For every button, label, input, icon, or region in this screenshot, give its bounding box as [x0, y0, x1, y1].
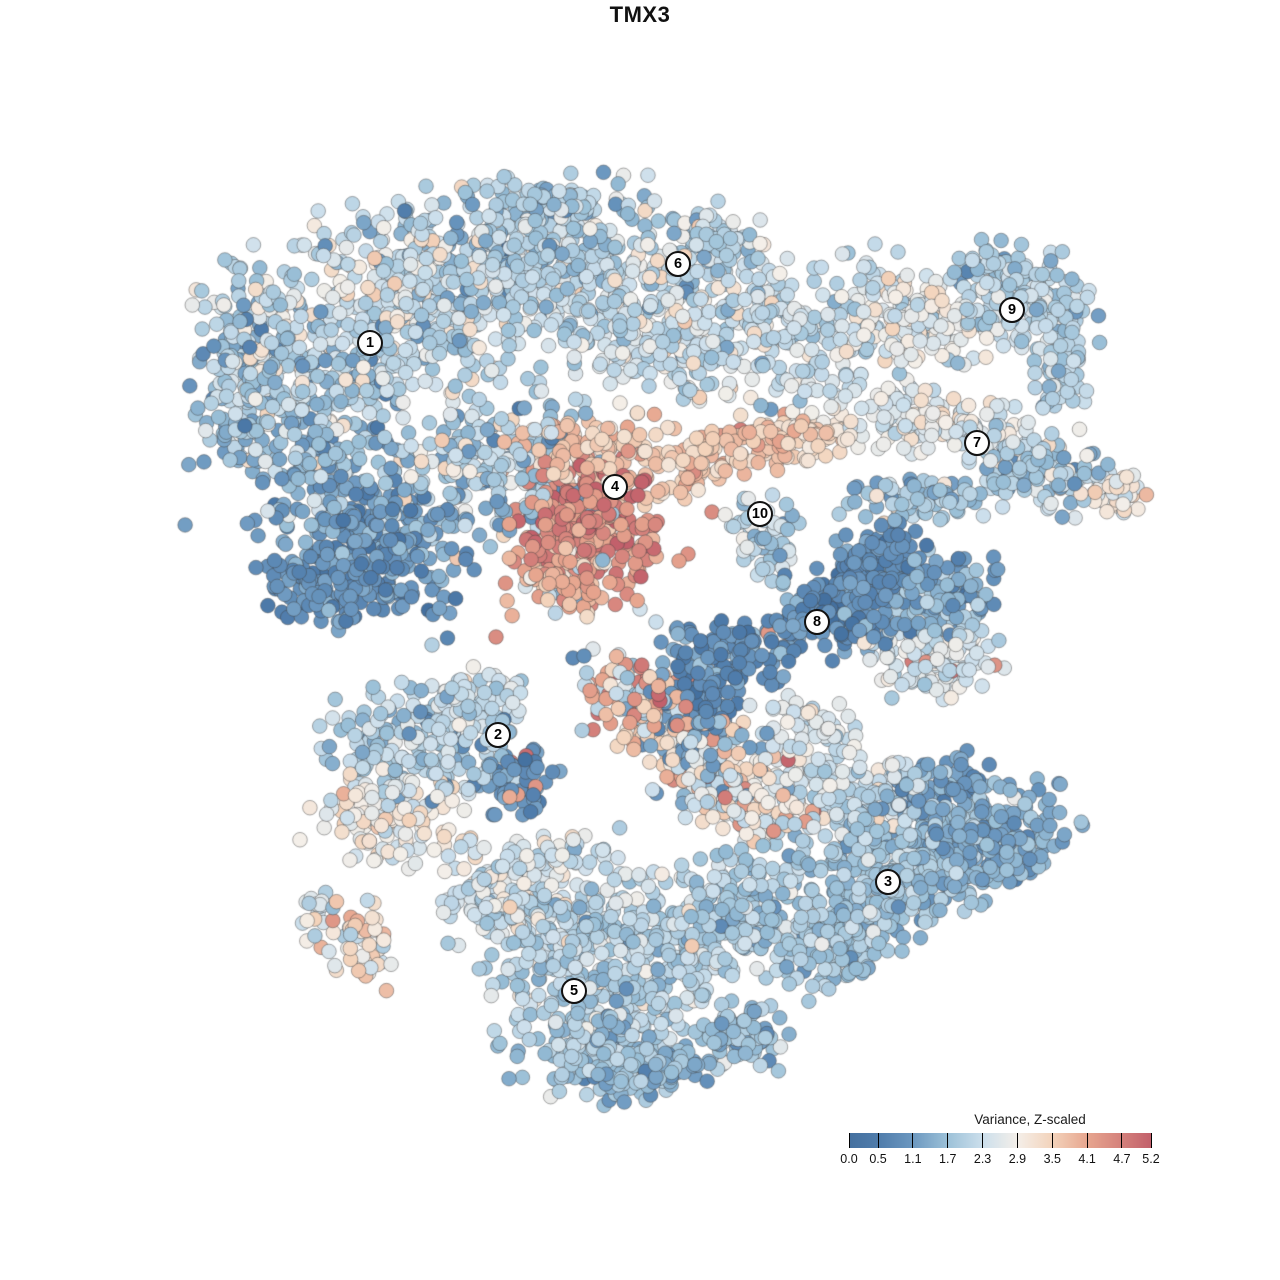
- cluster-badge-6: 6: [665, 251, 691, 277]
- legend-title: Variance, Z-scaled: [974, 1112, 1086, 1127]
- legend-tick: [912, 1133, 914, 1148]
- legend-tick: [877, 1133, 879, 1148]
- cluster-badge-4: 4: [602, 474, 628, 500]
- legend-tick-label: 1.1: [904, 1152, 922, 1166]
- legend-tick-label: 1.7: [939, 1152, 957, 1166]
- legend: Variance, Z-scaled 0.0 0.5 1.1 1.7 2.3 2.9 3.5…: [840, 1112, 1160, 1168]
- legend-tick: [1121, 1133, 1123, 1148]
- cluster-badge-3: 3: [875, 869, 901, 895]
- legend-tick-label: 0.0: [840, 1152, 858, 1166]
- legend-tick-label: 4.1: [1078, 1152, 1096, 1166]
- cluster-badge-5: 5: [561, 978, 587, 1004]
- legend-tick-label: 0.5: [869, 1152, 887, 1166]
- cluster-badge-10: 10: [747, 501, 773, 527]
- cluster-badge-7: 7: [964, 430, 990, 456]
- legend-tick-label: 3.5: [1043, 1152, 1061, 1166]
- legend-tick-label: 4.7: [1113, 1152, 1131, 1166]
- legend-tick: [1051, 1133, 1053, 1148]
- legend-tick-label: 2.3: [973, 1152, 992, 1166]
- legend-tick-label: 5.2: [1142, 1152, 1160, 1166]
- cluster-badge-8: 8: [804, 609, 830, 635]
- legend-tick: [1150, 1133, 1152, 1148]
- legend-tick: [1086, 1133, 1088, 1148]
- cluster-badge-9: 9: [999, 297, 1025, 323]
- cluster-badge-1: 1: [357, 330, 383, 356]
- cluster-badge-2: 2: [485, 722, 511, 748]
- legend-tick: [848, 1133, 850, 1148]
- legend-colorbar: 0.0 0.5 1.1 1.7 2.3 2.9 3.5 4.1 4.7 5.2: [840, 1133, 1160, 1166]
- legend-tick: [947, 1133, 949, 1148]
- legend-tick: [1016, 1133, 1018, 1148]
- legend-tick: [982, 1133, 984, 1148]
- legend-tick-label: 2.9: [1008, 1152, 1027, 1166]
